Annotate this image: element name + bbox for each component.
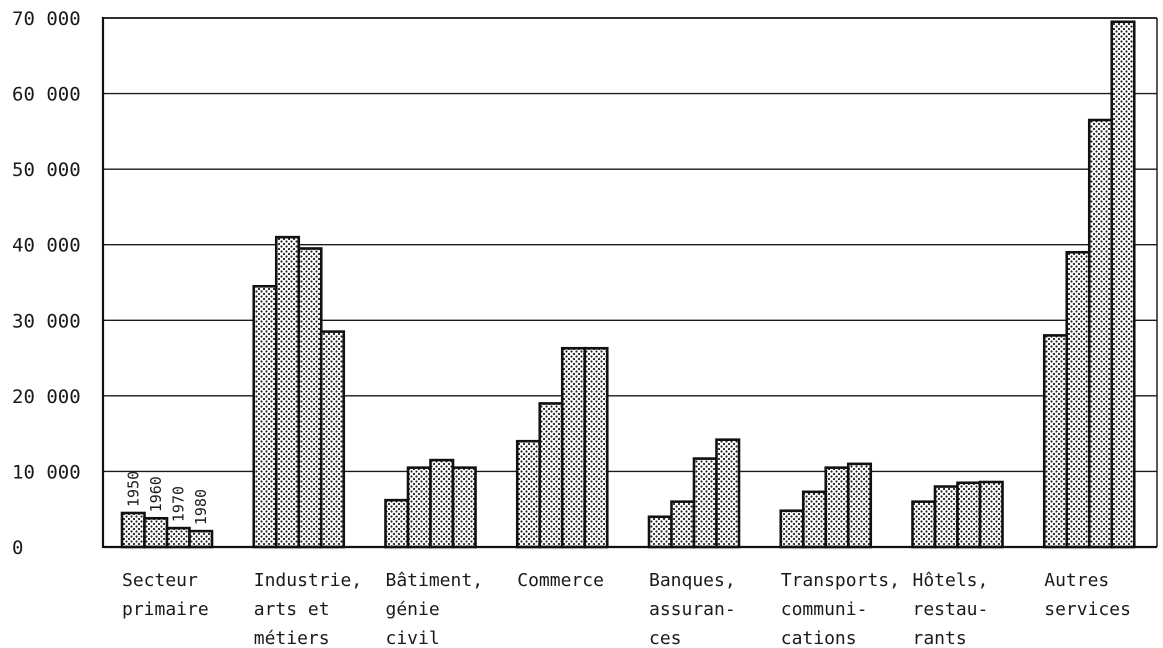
bar-1950 [911,500,937,549]
x-category-label: cations [781,628,857,648]
x-category-label: génie [386,599,440,620]
y-tick-label: 60 000 [12,84,81,106]
x-axis-category-labels: Secteur primaire Industrie, arts et métiers B… [122,570,1131,648]
bar-1950 [252,284,278,549]
bar-1950 [120,511,146,549]
bar-1980 [451,466,477,549]
y-tick-label: 10 000 [12,461,81,483]
x-category-label: arts et [254,599,330,620]
x-category-label: Hôtels, [913,570,989,591]
axes [101,17,1158,549]
y-tick-label: 70 000 [12,8,81,30]
bar-1960 [1065,250,1091,549]
bar-1980 [583,346,609,549]
bar-1950 [515,439,542,549]
series-year-label: 1950 [124,471,142,507]
x-category-label: civil [386,628,440,648]
bar-1970 [297,247,323,549]
y-tick-label: 20 000 [12,386,81,408]
bar-1950 [1042,334,1069,549]
bar-1970 [429,458,455,549]
bar-1950 [384,498,410,549]
x-category-label: restau- [913,599,989,620]
series-year-label: 1960 [147,476,165,512]
bar-1980 [846,462,873,549]
bar-1980 [715,438,741,549]
series-year-label: 1980 [192,489,210,525]
bar-1970 [956,481,982,549]
bars [120,20,1136,549]
bar-1970 [165,526,191,549]
x-category-label: ces [649,628,682,648]
bar-1980 [319,330,346,549]
bar-1960 [670,500,696,549]
bar-1980 [1110,20,1136,549]
bar-1960 [274,235,301,549]
bar-1970 [692,457,718,549]
x-category-label: services [1044,599,1131,620]
y-tick-label: 50 000 [12,159,81,181]
series-year-label: 1970 [169,486,187,522]
x-category-label: assuran- [649,599,736,620]
y-tick-label: 0 [12,537,23,559]
bar-1960 [538,402,564,549]
bar-1960 [933,485,959,549]
bar-1960 [143,516,169,549]
x-category-label: métiers [254,628,330,648]
bar-1950 [647,515,673,549]
x-category-label: primaire [122,599,209,620]
year-labels: 1950 1960 1970 1980 [124,471,210,525]
y-tick-label: 30 000 [12,310,81,332]
bar-1950 [779,509,805,549]
x-category-label: Transports, [781,570,900,591]
bar-1980 [978,480,1004,549]
x-category-label: Autres [1044,570,1109,591]
x-category-label: communi- [781,599,868,620]
bar-1970 [560,346,587,549]
x-category-label: rants [913,628,967,648]
x-category-label: Industrie, [254,570,362,591]
bar-1970 [824,466,850,549]
y-axis-tick-labels: 0 10 000 20 000 30 000 40 000 50 000 60 000 70 … [12,8,81,559]
x-category-label: Commerce [517,570,604,591]
x-category-label: Secteur [122,570,198,591]
bar-1960 [406,466,432,549]
bar-1980 [188,529,214,549]
x-category-label: Banques, [649,570,736,591]
bar-1960 [801,490,828,549]
y-tick-label: 40 000 [12,235,81,257]
x-category-label: Bâtiment, [386,570,484,591]
bar-1970 [1087,118,1114,549]
